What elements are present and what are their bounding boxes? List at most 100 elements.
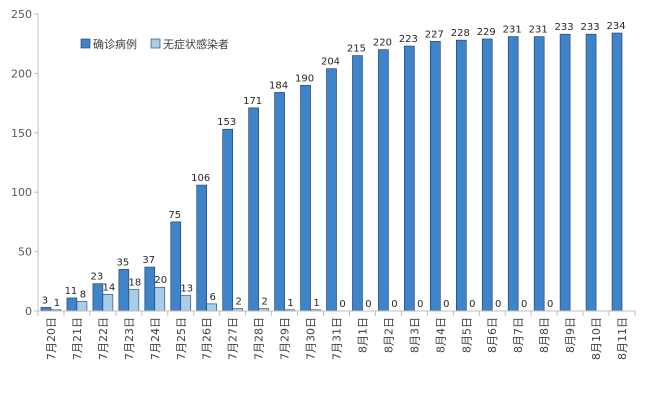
y-tick-label: 250	[11, 8, 32, 21]
legend-label-asymptomatic: 无症状感染者	[163, 37, 229, 51]
x-tick-label: 8月4日	[434, 317, 447, 353]
bar-confirmed	[507, 36, 519, 312]
data-label-asymptomatic: 1	[287, 298, 293, 309]
legend-swatch-confirmed	[80, 38, 91, 49]
bar-confirmed	[585, 33, 597, 312]
bar-asymptomatic	[76, 301, 88, 312]
x-tick-label: 7月23日	[123, 317, 136, 360]
x-tick-label: 8月10日	[590, 317, 603, 360]
x-tick-label: 7月30日	[305, 317, 318, 360]
bar-confirmed	[118, 269, 130, 312]
data-label-asymptomatic: 0	[547, 299, 553, 310]
data-label-asymptomatic: 6	[210, 292, 216, 303]
data-label-confirmed: 233	[581, 22, 600, 33]
bars	[40, 32, 623, 312]
bar-confirmed	[40, 307, 52, 312]
data-label-asymptomatic: 0	[417, 299, 423, 310]
legend-label-confirmed: 确诊病例	[93, 37, 137, 51]
bar-asymptomatic	[206, 303, 218, 312]
data-label-asymptomatic: 1	[54, 298, 60, 309]
x-tick-label: 7月31日	[331, 317, 344, 360]
bar-confirmed	[144, 266, 156, 312]
data-label-confirmed: 3	[42, 295, 48, 306]
x-tick-label: 8月7日	[512, 317, 525, 353]
data-label-asymptomatic: 18	[128, 278, 141, 289]
data-label-confirmed: 171	[243, 96, 262, 107]
data-label-asymptomatic: 0	[443, 299, 449, 310]
bar-confirmed	[222, 128, 233, 312]
x-tick-label: 8月5日	[460, 317, 473, 353]
data-label-confirmed: 35	[116, 257, 129, 268]
x-tick-label: 7月22日	[97, 317, 110, 360]
bar-confirmed	[533, 36, 545, 312]
x-tick-label: 8月8日	[538, 317, 551, 353]
data-label-confirmed: 37	[142, 255, 155, 266]
bar-confirmed	[248, 107, 259, 312]
data-label-confirmed: 231	[529, 25, 548, 36]
x-tick-label: 7月24日	[149, 317, 162, 360]
bar-confirmed	[378, 49, 389, 312]
data-label-asymptomatic: 0	[469, 299, 475, 310]
data-label-asymptomatic: 2	[261, 297, 267, 308]
bar-confirmed	[559, 33, 571, 312]
data-label-asymptomatic: 0	[495, 299, 501, 310]
bar-confirmed	[481, 38, 493, 312]
data-label-confirmed: 227	[425, 29, 444, 40]
x-tick-label: 7月28日	[253, 317, 266, 360]
data-label-asymptomatic: 14	[103, 282, 116, 293]
y-tick-label: 0	[25, 305, 32, 318]
x-tick-label: 7月25日	[175, 317, 188, 360]
bar-confirmed	[352, 55, 363, 312]
y-axis: 0 50 100 150 200 250	[11, 8, 39, 318]
bar-confirmed	[66, 297, 78, 312]
data-label-asymptomatic: 2	[235, 297, 241, 308]
y-tick-label: 100	[11, 186, 32, 199]
x-tick-label: 8月9日	[564, 317, 577, 353]
bar-confirmed	[404, 45, 415, 312]
data-label-confirmed: 231	[503, 25, 522, 36]
data-label-confirmed: 153	[217, 117, 236, 128]
data-label-confirmed: 223	[399, 34, 418, 45]
data-label-confirmed: 215	[347, 44, 366, 55]
x-tick-label: 8月2日	[382, 317, 395, 353]
bar-confirmed	[170, 221, 182, 312]
bar-asymptomatic	[128, 289, 140, 312]
data-label-confirmed: 229	[477, 27, 496, 38]
data-label-asymptomatic: 0	[339, 299, 345, 310]
x-tick-label: 8月1日	[356, 317, 369, 353]
x-tick-label: 8月3日	[408, 317, 421, 353]
x-tick-label: 8月6日	[486, 317, 499, 353]
x-tick-label: 8月11日	[616, 317, 629, 360]
bar-confirmed	[430, 41, 441, 312]
x-tick-label: 7月21日	[71, 317, 84, 360]
data-label-asymptomatic: 1	[313, 298, 319, 309]
data-label-confirmed: 233	[555, 22, 574, 33]
bar-confirmed	[300, 84, 311, 312]
y-tick-label: 200	[11, 67, 32, 80]
data-label-confirmed: 220	[373, 38, 392, 49]
data-label-asymptomatic: 0	[365, 299, 371, 310]
data-label-confirmed: 75	[168, 210, 181, 221]
data-label-confirmed: 106	[191, 173, 210, 184]
bar-confirmed	[326, 68, 337, 312]
data-label-asymptomatic: 0	[521, 299, 527, 310]
legend: 确诊病例 无症状感染者	[80, 37, 229, 51]
bar-asymptomatic	[180, 295, 192, 312]
bar-confirmed	[455, 39, 467, 312]
data-label-asymptomatic: 20	[154, 275, 167, 286]
data-label-confirmed: 11	[65, 286, 78, 297]
x-tick-label: 7月20日	[45, 317, 58, 360]
data-label-confirmed: 228	[451, 28, 470, 39]
bar-asymptomatic	[154, 286, 166, 312]
y-tick-label: 150	[11, 127, 32, 140]
y-tick-label: 50	[18, 246, 32, 259]
x-tick-label: 7月27日	[227, 317, 240, 360]
data-label-confirmed: 190	[295, 73, 314, 84]
bar-confirmed	[196, 184, 208, 312]
data-label-confirmed: 204	[321, 57, 340, 68]
x-tick-label: 7月29日	[279, 317, 292, 360]
bar-confirmed	[274, 92, 285, 312]
legend-swatch-asymptomatic	[150, 38, 161, 49]
